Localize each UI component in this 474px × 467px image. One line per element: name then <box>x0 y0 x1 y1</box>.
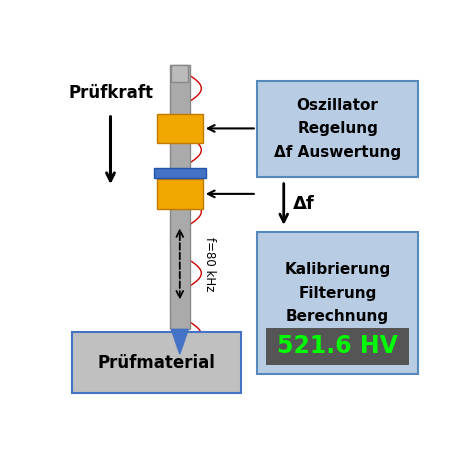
FancyBboxPatch shape <box>154 168 206 178</box>
FancyBboxPatch shape <box>157 114 203 143</box>
FancyBboxPatch shape <box>171 65 188 82</box>
FancyBboxPatch shape <box>257 232 419 374</box>
Text: Oszillator
Regelung
Δf Auswertung: Oszillator Regelung Δf Auswertung <box>274 98 401 160</box>
FancyBboxPatch shape <box>72 332 241 393</box>
Text: 521.6 HV: 521.6 HV <box>277 334 398 358</box>
Polygon shape <box>171 329 188 354</box>
FancyBboxPatch shape <box>266 328 409 365</box>
Text: Prüfmaterial: Prüfmaterial <box>98 354 216 372</box>
FancyBboxPatch shape <box>157 179 203 208</box>
Text: Kalibrierung
Filterung
Berechnung: Kalibrierung Filterung Berechnung <box>284 262 391 324</box>
Text: Prüfkraft: Prüfkraft <box>68 84 153 102</box>
Text: Δf: Δf <box>293 195 315 213</box>
FancyBboxPatch shape <box>257 81 419 177</box>
Text: f=80 kHz: f=80 kHz <box>203 237 216 291</box>
FancyBboxPatch shape <box>170 65 190 329</box>
